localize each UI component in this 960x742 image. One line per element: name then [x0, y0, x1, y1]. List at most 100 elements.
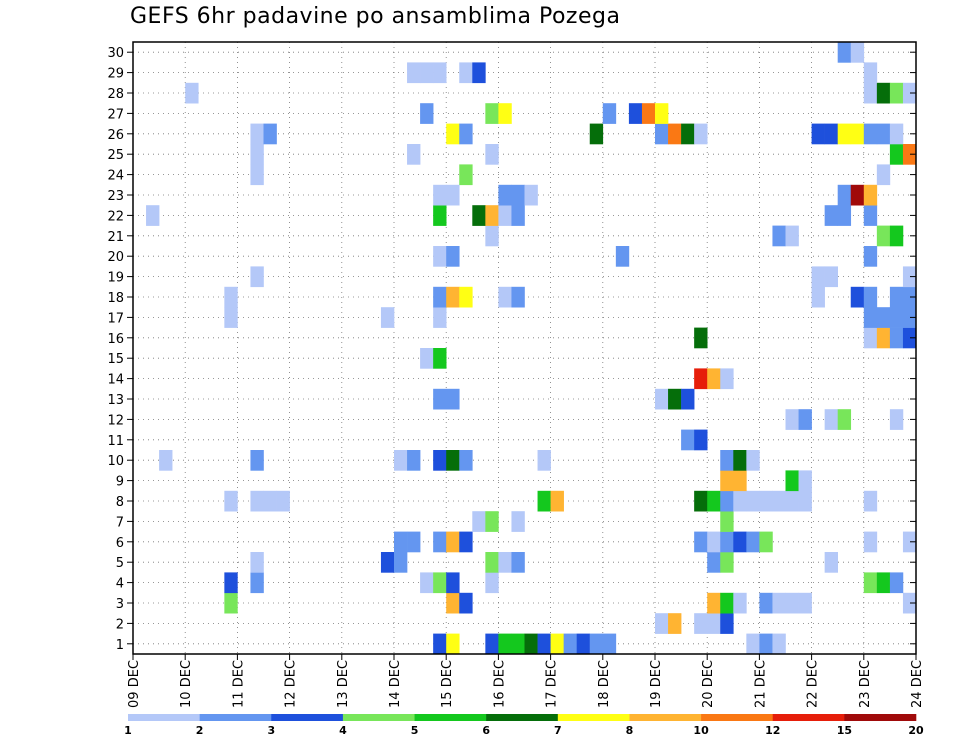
heatmap-cell [250, 450, 264, 471]
colorbar-label: 3 [267, 724, 275, 737]
heatmap-cell [511, 511, 525, 532]
heatmap-cell [498, 633, 512, 655]
heatmap-cell [537, 450, 551, 471]
heatmap-cell [837, 123, 852, 145]
heatmap-cell [433, 307, 447, 328]
x-tick-label: 14 DEC [388, 660, 403, 708]
heatmap-cell [655, 103, 669, 124]
heatmap-cell [720, 470, 734, 492]
heatmap-cell [902, 531, 917, 553]
heatmap-cell [433, 348, 447, 369]
heatmap-cell [498, 286, 512, 308]
heatmap-cell [446, 123, 460, 145]
x-tick-label: 13 DEC [336, 660, 351, 708]
heatmap-cell [446, 572, 460, 594]
heatmap-cell [720, 450, 734, 471]
heatmap-cell [863, 327, 878, 349]
heatmap-cell [785, 470, 799, 492]
heatmap-cell [433, 388, 447, 410]
heatmap-cell [185, 82, 199, 104]
heatmap-cell [485, 144, 499, 165]
heatmap-cell [485, 103, 499, 124]
heatmap-cell [433, 286, 447, 308]
heatmap-cell [550, 490, 564, 512]
heatmap-cell [889, 327, 904, 349]
heatmap-cell [863, 531, 878, 553]
heatmap-cell [407, 531, 421, 553]
heatmap-cell [889, 144, 904, 165]
heatmap-cell [707, 368, 721, 390]
heatmap-cell [733, 531, 747, 553]
heatmap-cell [759, 531, 773, 553]
heatmap-cell [472, 205, 486, 226]
heatmap-cell [824, 123, 838, 145]
heatmap-cell [889, 123, 904, 145]
heatmap-cell [511, 286, 525, 308]
heatmap-cell [446, 531, 460, 553]
heatmap-cell [889, 225, 904, 247]
heatmap-cell [707, 531, 721, 553]
heatmap-cell [798, 470, 812, 492]
heatmap-cell [720, 552, 734, 573]
heatmap-cell [615, 246, 630, 267]
heatmap-cell [863, 307, 878, 328]
heatmap-cell [420, 348, 434, 369]
heatmap-cell [694, 531, 708, 553]
heatmap-cell [720, 531, 734, 553]
heatmap-cell [746, 450, 760, 471]
heatmap-cell [707, 592, 721, 614]
heatmap-cell [746, 633, 760, 655]
heatmap-cell [902, 327, 917, 349]
heatmap-cell [459, 286, 473, 308]
heatmap-cell [628, 103, 643, 124]
heatmap-cell [511, 184, 525, 206]
heatmap-cell [798, 592, 812, 614]
colorbar-label: 1 [124, 724, 132, 737]
colorbar-label: 6 [482, 724, 490, 737]
heatmap-cell [785, 409, 799, 430]
y-tick-label: 27 [107, 107, 124, 122]
heatmap-cell [394, 552, 408, 573]
heatmap-cell [224, 286, 238, 308]
heatmap-cell [668, 388, 682, 410]
heatmap-cell [511, 205, 525, 226]
x-tick-label: 12 DEC [284, 660, 299, 708]
x-tick-label: 15 DEC [440, 660, 455, 708]
heatmap-cell [433, 184, 447, 206]
heatmap-cell [420, 103, 434, 124]
heatmap-cell [224, 572, 238, 594]
y-tick-label: 5 [116, 556, 124, 571]
heatmap-cell [602, 103, 617, 124]
x-tick-label: 21 DEC [753, 660, 768, 708]
heatmap-cell [759, 490, 773, 512]
heatmap-cell [380, 307, 395, 328]
heatmap-cell [602, 633, 617, 655]
heatmap-cell [589, 633, 604, 655]
y-tick-label: 24 [107, 169, 124, 184]
colorbar-label: 2 [196, 724, 204, 737]
colorbar-segment [486, 714, 559, 721]
heatmap-cell [433, 572, 447, 594]
colorbar-segment [557, 714, 630, 721]
colorbar-label: 4 [339, 724, 347, 737]
plot-frame [132, 41, 917, 655]
y-tick-label: 6 [116, 536, 124, 551]
y-tick-label: 4 [116, 577, 124, 592]
heatmap-cell [655, 613, 669, 634]
heatmap-cell [276, 490, 290, 512]
heatmap-cell [876, 123, 891, 145]
y-tick-label: 3 [116, 597, 124, 612]
x-tick-label: 22 DEC [806, 660, 821, 708]
heatmap-cell [772, 225, 786, 247]
colorbar-label: 7 [554, 724, 562, 737]
y-tick-label: 16 [107, 332, 124, 347]
heatmap-cell [433, 450, 447, 471]
heatmap-cell [694, 327, 708, 349]
heatmap-cell [511, 633, 525, 655]
heatmap-cell [850, 184, 865, 206]
heatmap-cell [733, 470, 747, 492]
heatmap-cell [785, 592, 799, 614]
heatmap-cell [589, 123, 604, 145]
heatmap-cell [668, 613, 682, 634]
heatmap-cell [694, 123, 708, 145]
